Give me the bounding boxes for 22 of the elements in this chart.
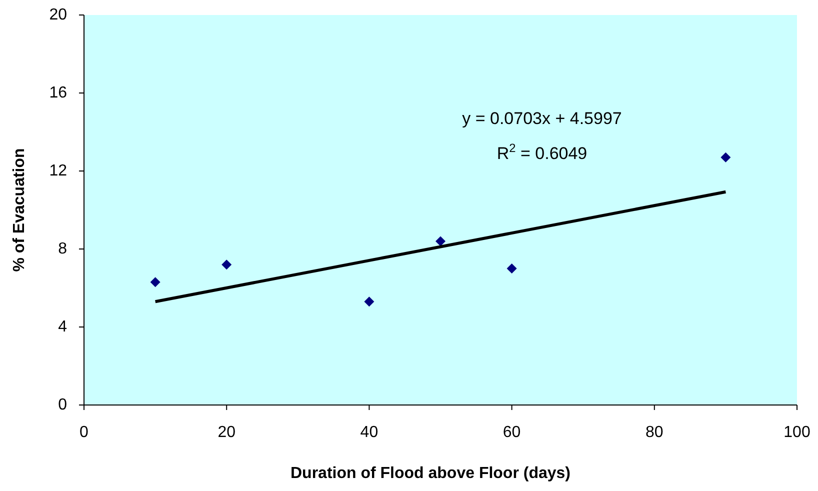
- y-tick-label: 8: [58, 240, 68, 258]
- y-tick-label: 4: [58, 318, 68, 336]
- x-tick-label: 60: [502, 424, 521, 441]
- x-tick-label: 20: [218, 424, 236, 441]
- x-tick-label: 80: [646, 424, 664, 441]
- point: [436, 236, 446, 246]
- x-tick-label: 0: [80, 424, 89, 441]
- y-axis-title: % of Evacuation: [11, 148, 28, 272]
- annotation: y = 0.0703x + 4.5997: [462, 109, 622, 128]
- point: [506, 264, 517, 274]
- point: [150, 277, 160, 288]
- point: [222, 260, 232, 270]
- point: [720, 152, 731, 162]
- y-tick-label: 0: [58, 396, 68, 414]
- y-tick-label: 12: [49, 162, 68, 180]
- point: [364, 296, 374, 307]
- x-axis-title: Duration of Flood above Floor (days): [290, 465, 570, 482]
- annotation: R$^{2}$ = 0.6049: [496, 141, 588, 163]
- y-tick-label: 20: [49, 6, 68, 24]
- y-tick-label: 16: [49, 84, 68, 102]
- x-tick-label: 100: [784, 424, 810, 441]
- x-tick-label: 40: [360, 424, 378, 441]
